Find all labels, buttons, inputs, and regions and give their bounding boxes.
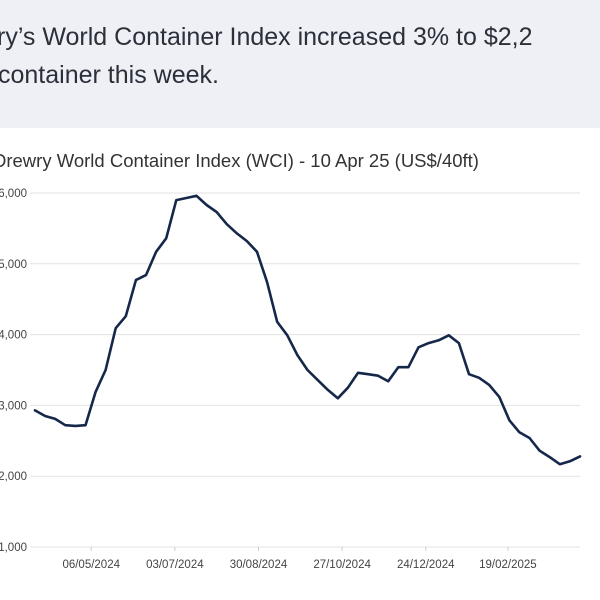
header-band [0,0,600,128]
header-line: ry’s World Container Index increased 3% … [0,23,532,51]
x-tick-label: 06/05/2024 [62,559,120,571]
y-tick-label: 5,000 [0,259,27,271]
plot: 1,000 2,000 3,000 4,000 5,000 6,000 06/05/2024… [0,188,582,571]
chart-title: Drewry World Container Index (WCI) - 10 … [0,150,479,171]
y-tick-label: 4,000 [0,330,27,342]
x-tick-label: 30/08/2024 [230,559,288,571]
series-line [33,194,582,466]
x-tick-label: 24/12/2024 [397,559,455,571]
y-tick-label: 6,000 [0,188,27,200]
x-tick-label: 03/07/2024 [146,559,204,571]
y-tick-label: 3,000 [0,400,27,412]
y-tick-label: 2,000 [0,471,27,483]
y-tick-label: 1,000 [0,542,27,554]
x-tick-label: 27/10/2024 [313,559,371,571]
header-line: container this week. [0,61,219,89]
x-tick-label: 19/02/2025 [479,559,537,571]
